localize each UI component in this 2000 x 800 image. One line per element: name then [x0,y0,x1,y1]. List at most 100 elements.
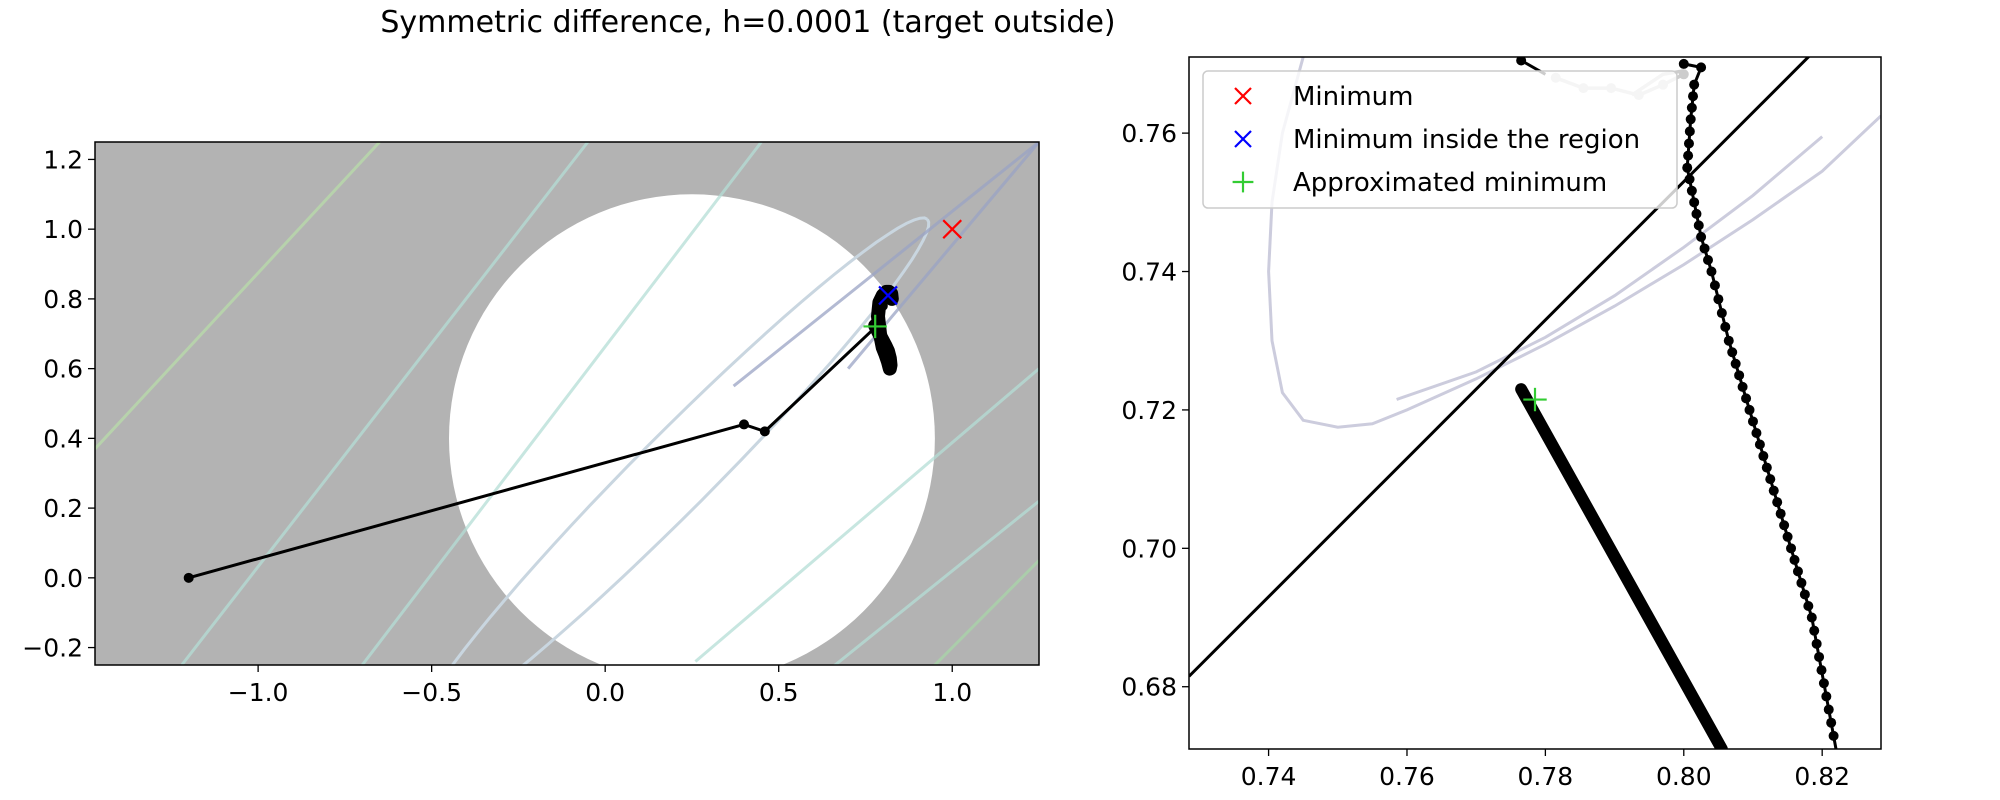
minimum-marker-stroke-b [942,219,963,239]
path-point [1792,566,1803,577]
contour-line [832,499,1039,665]
feasible-region [449,194,935,665]
path-point [1709,280,1720,291]
y-tick-label: 0.4 [43,424,83,453]
approx-minimum-marker [863,314,887,339]
path-point [1737,381,1748,392]
legend-label: Approximated minimum [1293,168,1607,198]
path-point [1684,174,1695,185]
minimum-marker [942,219,963,239]
path-point [1786,543,1797,554]
path-point [1734,370,1745,381]
y-tick-label: 1.2 [43,145,83,174]
path-point [1806,612,1817,623]
path-point [739,419,749,430]
legend-marker-stroke-b [1234,130,1252,148]
path-point [1744,404,1755,415]
left-plot-frame [94,141,1040,666]
path-point [1683,138,1694,149]
path-point [1768,485,1779,496]
legend-frame [1202,70,1678,209]
left-plot: −1.0 −0.5 0.0 0.5 1.0 −0.2 0.0 0.2 0.4 0.6 0.8 1.0… [22,141,1040,707]
x-tick-label: 0.82 [1794,762,1850,791]
legend-entry: Minimum [1234,82,1414,112]
path-point [1706,266,1717,277]
path-point [1741,393,1752,404]
path-point [1803,600,1814,611]
faded-path-point [1678,69,1689,80]
legend-marker [1234,130,1252,148]
path-point [1814,651,1825,662]
path-point [1772,497,1783,508]
path-point [1516,57,1527,66]
path-point [1684,126,1695,137]
path-point [1823,704,1834,715]
path-point [1696,62,1707,73]
x-tick-label: −0.5 [401,678,462,707]
y-tick-label: 0.76 [1121,119,1177,148]
path-point [1730,358,1741,369]
y-tick-label: 1.0 [43,215,83,244]
path-point [1682,162,1693,173]
path-point [1723,335,1734,346]
legend-marker [1234,87,1252,105]
path-point [877,300,888,311]
y-tick-label: 0.72 [1121,396,1177,425]
contour-line [694,367,1039,663]
path-point [1811,638,1822,649]
y-tick-label: 0.8 [43,285,83,314]
path-point [1828,730,1839,741]
contour-line [932,559,1039,665]
region-boundary-line [1189,57,1811,678]
right-plot: 0.74 0.76 0.78 0.80 0.82 0.680.700.720.740.7… [1121,56,1882,791]
path-point [1761,462,1772,473]
path-point [1816,665,1827,676]
left-y-axis: −0.2 0.0 0.2 0.4 0.6 0.8 1.0 1.2 [22,145,95,663]
left-plot-body [95,142,1039,665]
path-point [1713,294,1724,305]
y-tick-label: −0.2 [22,634,83,663]
contour-line [450,216,931,665]
y-tick-label: 0.0 [43,564,83,593]
x-tick-label: 0.74 [1241,762,1297,791]
legend-label: Minimum [1293,82,1414,112]
minimum-inside-marker-stroke-b [878,285,898,306]
path-point [1685,114,1696,125]
y-tick-label: 0.6 [43,355,83,384]
path-point [1691,208,1702,219]
y-tick-label: 0.2 [43,494,83,523]
path-point [1716,308,1727,319]
path-point [1693,220,1704,231]
x-tick-label: 0.0 [585,678,625,707]
path-point [1689,79,1700,90]
legend-entry: Minimum inside the region [1234,125,1640,155]
x-tick-label: 0.80 [1656,762,1712,791]
path-point [1779,520,1790,531]
minimum-inside-marker [878,285,898,306]
path-point [1821,691,1832,702]
path-point [1683,150,1694,161]
right-x-axis: 0.74 0.76 0.78 0.80 0.82 [1241,749,1850,791]
contour-line [1396,135,1824,401]
path-point [1686,185,1697,196]
legend-marker [1232,171,1254,193]
x-tick-label: −1.0 [228,678,289,707]
path-point [183,572,194,583]
path-point [1747,416,1758,427]
legend-label: Minimum inside the region [1293,125,1640,155]
contour-line [732,142,1039,388]
path-point [1789,554,1800,565]
contour-line [361,142,763,665]
path-point [1696,231,1707,242]
legend: Minimum Minimum inside the region Approxim… [1202,70,1678,209]
x-tick-label: 0.78 [1518,762,1574,791]
path-point [1686,102,1697,113]
optimizer-trail [1515,383,1728,749]
approx-minimum-marker [1523,387,1547,412]
legend-entry: Approximated minimum [1232,168,1607,198]
y-tick-label: 0.74 [1121,258,1177,287]
y-tick-label: 0.68 [1121,673,1177,702]
path-point [1799,589,1810,600]
path-point [1703,254,1713,265]
